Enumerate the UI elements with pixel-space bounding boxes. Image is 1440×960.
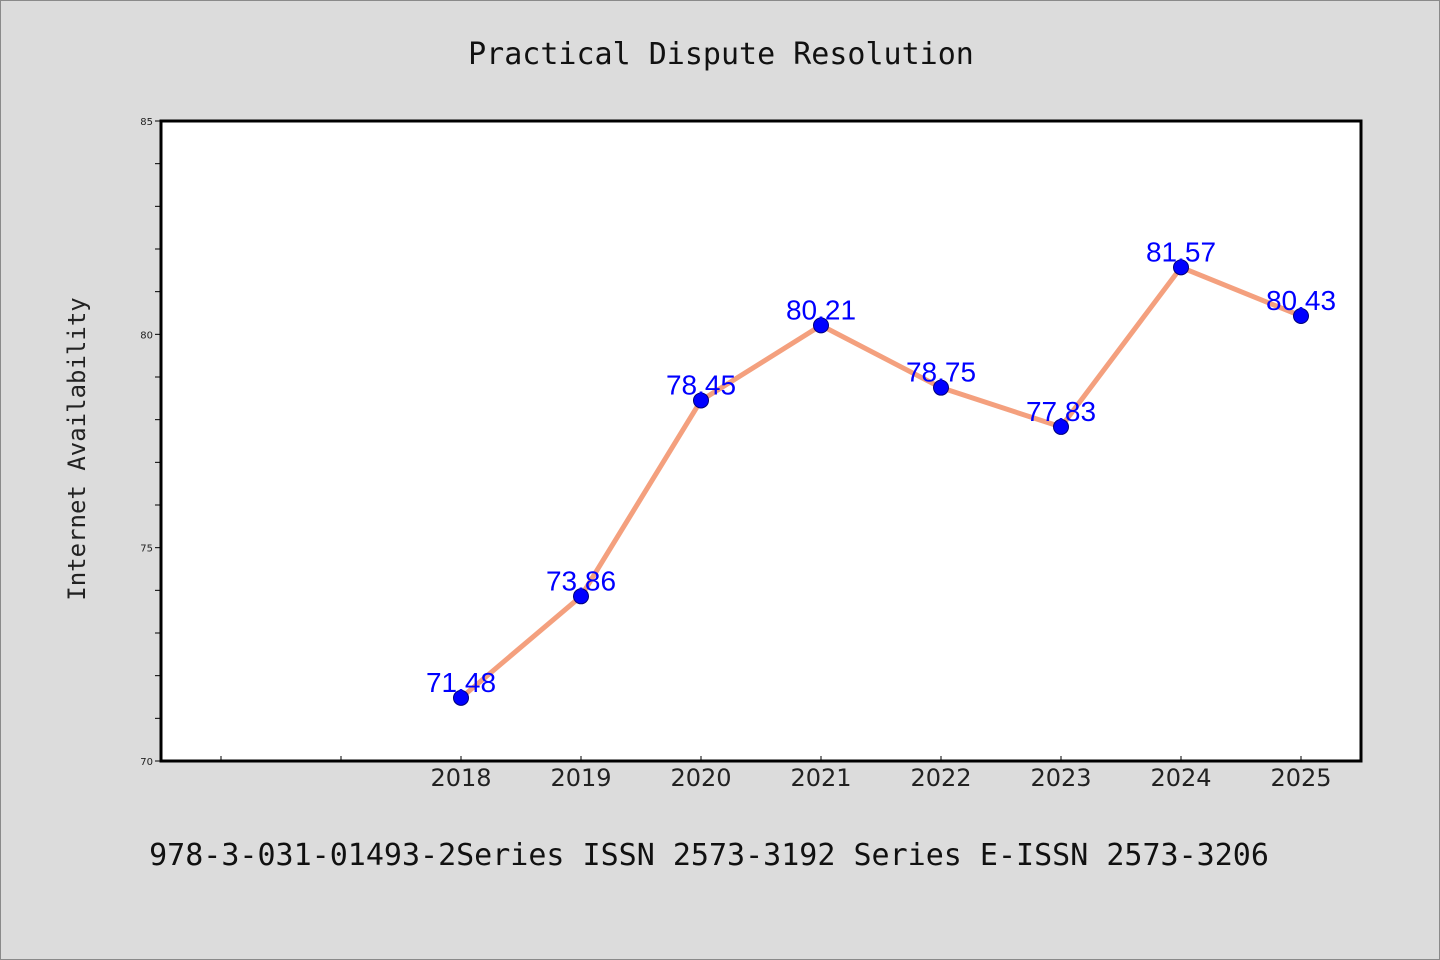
data-point-marker xyxy=(1173,259,1189,276)
series-line-group xyxy=(453,259,1309,706)
x-tick-label: 2021 xyxy=(790,764,851,792)
x-tick-label: 2019 xyxy=(550,764,611,792)
data-point-marker xyxy=(693,392,709,409)
data-label: 73.86 xyxy=(546,565,616,596)
x-tick-label: 2024 xyxy=(1150,764,1211,792)
data-label: 71.48 xyxy=(426,667,496,698)
y-tick-label: 70 xyxy=(140,757,153,768)
y-tick-label: 80 xyxy=(140,330,153,341)
data-label: 81.57 xyxy=(1146,236,1216,267)
x-tick-label: 2025 xyxy=(1270,764,1331,792)
footer-isbn-issn-text: 978-3-031-01493-2Series ISSN 2573-3192 S… xyxy=(149,838,1269,873)
data-point-marker xyxy=(1053,418,1069,435)
axis-ticks: 70 75 80 85 2018 2019 2020 2021 2022 2023 2024 2025 xyxy=(140,117,1331,792)
chart-title: Practical Dispute Resolution xyxy=(468,37,974,72)
data-point-marker xyxy=(933,379,949,396)
plot-area xyxy=(159,119,1363,763)
x-tick-label: 2023 xyxy=(1030,764,1091,792)
data-point-marker xyxy=(813,317,829,334)
data-label: 77.83 xyxy=(1026,396,1096,427)
data-point-marker xyxy=(573,588,589,605)
data-point-marker xyxy=(1293,307,1309,324)
series-line xyxy=(458,264,1304,701)
data-label: 78.75 xyxy=(906,357,976,388)
x-tick-label: 2020 xyxy=(670,764,731,792)
x-tick-label: 2022 xyxy=(910,764,971,792)
x-tick-label: 2018 xyxy=(430,764,491,792)
data-label: 80.21 xyxy=(786,294,856,325)
data-label: 78.45 xyxy=(666,369,736,400)
y-tick-label: 75 xyxy=(140,544,153,555)
y-axis-label: Internet Availability xyxy=(63,297,91,600)
data-labels-group: 71.48 73.86 78.45 80.21 78.75 77.83 81.57 80.43 xyxy=(426,236,1336,698)
data-label: 80.43 xyxy=(1266,285,1336,316)
y-tick-label: 85 xyxy=(140,117,153,128)
data-point-marker xyxy=(453,689,469,706)
